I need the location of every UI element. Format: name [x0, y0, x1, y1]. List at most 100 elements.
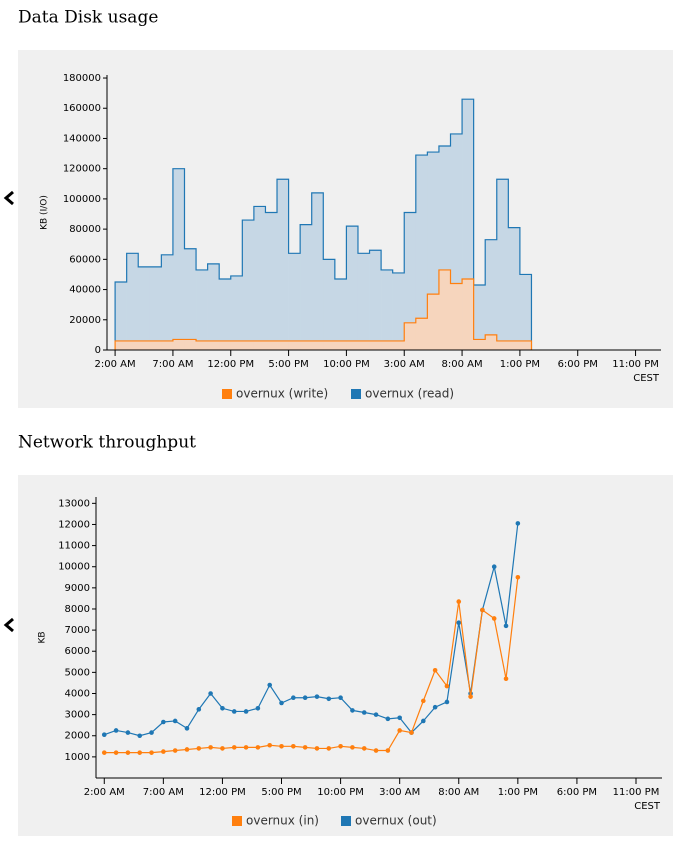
area-step — [357, 253, 370, 350]
area-step — [115, 282, 127, 350]
x-tick-label: 8:00 AM — [442, 359, 483, 370]
point — [302, 745, 308, 750]
point — [515, 521, 521, 526]
area-step — [473, 339, 486, 350]
point — [113, 728, 119, 733]
x-tick-label: 11:00 PM — [613, 787, 660, 798]
area-step — [138, 340, 151, 350]
point — [350, 708, 355, 713]
y-tick-label: 180000 — [63, 73, 101, 84]
y-tick-label: 40000 — [69, 285, 101, 296]
area-step — [392, 272, 405, 350]
area-step — [496, 340, 509, 350]
area-step — [404, 212, 417, 350]
prev-arrow[interactable] — [3, 190, 14, 206]
area-step — [323, 340, 336, 350]
point — [480, 607, 485, 613]
x-tick-label: 2:00 AM — [95, 359, 136, 370]
x-tick-label: 10:00 PM — [323, 359, 370, 370]
x-tick-label: 2:00 AM — [84, 787, 125, 798]
point — [243, 745, 249, 750]
x-tick-label: 7:00 AM — [143, 787, 184, 798]
y-tick-label: 160000 — [63, 103, 101, 114]
x-tick-label: 6:00 PM — [558, 359, 598, 370]
y-tick-label: 1000 — [65, 752, 90, 763]
x-tick-label: 1:00 PM — [498, 787, 538, 798]
point — [326, 746, 332, 751]
point — [255, 745, 261, 750]
area-step — [300, 224, 313, 350]
prev-arrow[interactable] — [3, 617, 14, 633]
area-step — [196, 340, 208, 350]
point — [421, 718, 426, 724]
chart-title: Network throughput — [18, 433, 196, 453]
y-tick-label: 12000 — [58, 519, 90, 530]
y-tick-label: 7000 — [65, 625, 90, 636]
y-tick-label: 4000 — [65, 688, 90, 699]
area-step — [230, 275, 243, 350]
point — [137, 733, 143, 739]
area-step — [219, 278, 232, 350]
point — [444, 699, 450, 705]
point — [196, 707, 202, 712]
point — [125, 730, 131, 735]
area-step — [265, 340, 278, 350]
y-axis-label: KB (I/O) — [40, 195, 50, 230]
area-step — [462, 99, 474, 350]
point — [196, 746, 202, 751]
x-tick-label: 7:00 AM — [152, 359, 193, 370]
area-step — [427, 152, 440, 350]
legend-label: overnux (out) — [355, 814, 437, 828]
y-tick-label: 120000 — [63, 164, 101, 175]
area-step — [207, 263, 220, 350]
y-tick-label: 5000 — [65, 667, 90, 678]
x-tick-label: 1:00 PM — [500, 359, 540, 370]
step-outline — [114, 98, 533, 350]
point — [279, 700, 284, 706]
legend-label: overnux (read) — [365, 387, 454, 401]
point — [338, 744, 343, 749]
x-tick-label: 3:00 AM — [379, 787, 420, 798]
area-step — [496, 179, 509, 350]
area-step — [438, 269, 451, 350]
point — [113, 750, 119, 755]
area-step — [184, 339, 197, 350]
area-step — [277, 340, 289, 350]
point — [220, 705, 225, 711]
area-step — [404, 322, 417, 350]
point — [503, 623, 509, 629]
area-step — [126, 253, 139, 350]
legend-label: overnux (write) — [236, 387, 328, 401]
area-step — [508, 227, 521, 350]
point — [409, 730, 414, 735]
point — [125, 750, 131, 755]
point — [373, 712, 379, 717]
area-step — [149, 266, 162, 350]
area-step — [392, 340, 405, 350]
area-step — [184, 248, 197, 350]
area-step — [300, 340, 313, 350]
point — [421, 698, 426, 704]
area-step — [115, 340, 127, 350]
x-tick-label: 8:00 AM — [438, 787, 479, 798]
point — [373, 748, 379, 753]
area-step — [357, 340, 370, 350]
point — [231, 745, 237, 750]
y-tick-label: 80000 — [69, 224, 101, 235]
x-tick-label: 12:00 PM — [199, 787, 246, 798]
point — [291, 744, 296, 749]
x-tick-label: 3:00 AM — [384, 359, 425, 370]
point — [267, 742, 272, 748]
point — [255, 705, 261, 711]
y-axis-label: KB — [38, 631, 48, 643]
point — [361, 710, 367, 715]
point — [161, 719, 166, 725]
y-tick-label: 2000 — [65, 731, 90, 742]
point — [279, 744, 284, 749]
area-step — [161, 340, 174, 350]
point — [456, 599, 462, 604]
area-step — [149, 340, 162, 350]
point — [397, 728, 402, 733]
point — [432, 704, 438, 710]
panel — [18, 475, 673, 836]
